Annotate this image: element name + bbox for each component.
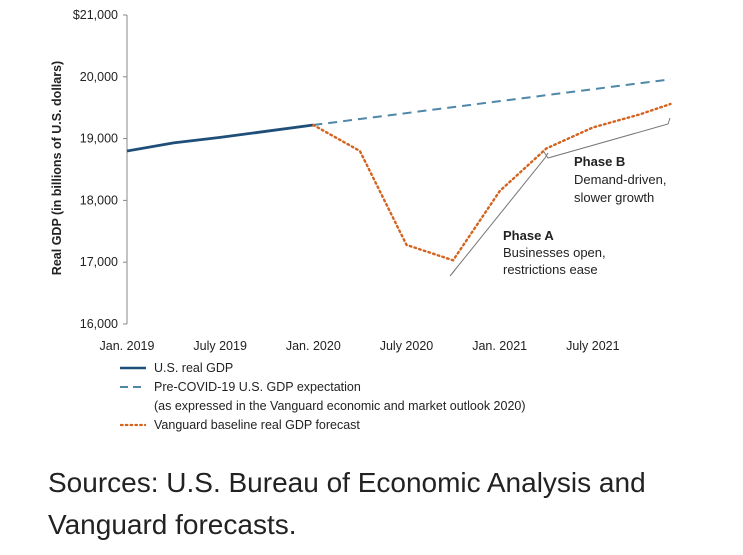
phase-b-line-1: Demand-driven,	[574, 172, 667, 187]
gdp-line-chart: $21,000 20,000 19,000 18,000 17,000 16,000 Ja…	[50, 8, 672, 353]
phase-a-line-1: Businesses open,	[503, 245, 606, 260]
phase-b-line-2: slower growth	[574, 190, 654, 205]
x-tick-label: July 2019	[193, 339, 247, 353]
x-tick-label: Jan. 2020	[286, 339, 341, 353]
legend-label: Vanguard baseline real GDP forecast	[154, 418, 360, 432]
y-axis-label: Real GDP (in billions of U.S. dollars)	[50, 61, 64, 275]
y-tick-label: $21,000	[73, 8, 118, 22]
legend-item-us-real-gdp: U.S. real GDP	[120, 360, 526, 379]
x-tick-label: July 2021	[566, 339, 620, 353]
legend-item-pre-covid-expectation: Pre-COVID-19 U.S. GDP expectation	[120, 379, 526, 398]
phase-b-bracket	[543, 117, 671, 159]
legend-label: Pre-COVID-19 U.S. GDP expectation	[154, 380, 361, 394]
legend-swatch-solid	[120, 366, 146, 370]
vanguard-forecast-line	[312, 102, 672, 262]
pre-covid-expectation-line	[313, 78, 671, 126]
source-note: Sources: U.S. Bureau of Economic Analysi…	[48, 467, 646, 540]
legend-label: U.S. real GDP	[154, 361, 234, 375]
chart-legend: U.S. real GDP Pre-COVID-19 U.S. GDP expe…	[120, 360, 526, 436]
y-tick-label: 18,000	[80, 193, 118, 207]
us-real-gdp-line	[126, 123, 314, 153]
legend-note: (as expressed in the Vanguard economic a…	[154, 399, 526, 413]
phase-b-title: Phase B	[574, 154, 625, 169]
y-tick-label: 17,000	[80, 255, 118, 269]
x-tick-label: Jan. 2021	[472, 339, 527, 353]
y-tick-label: 16,000	[80, 317, 118, 331]
x-tick-label: July 2020	[380, 339, 434, 353]
y-tick-label: 20,000	[80, 70, 118, 84]
phase-a-title: Phase A	[503, 228, 554, 243]
legend-item-vanguard-forecast: Vanguard baseline real GDP forecast	[120, 417, 526, 436]
legend-swatch-dotted	[120, 423, 146, 427]
legend-item-note: (as expressed in the Vanguard economic a…	[120, 398, 526, 417]
x-tick-label: Jan. 2019	[100, 339, 155, 353]
legend-swatch-dashed	[120, 386, 146, 388]
y-tick-label: 19,000	[80, 132, 118, 146]
phase-a-line-2: restrictions ease	[503, 262, 598, 277]
